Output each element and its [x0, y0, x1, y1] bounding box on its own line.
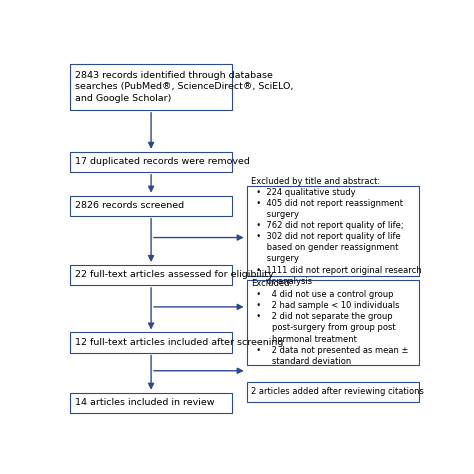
FancyBboxPatch shape: [70, 152, 232, 172]
Text: 17 duplicated records were removed: 17 duplicated records were removed: [75, 157, 250, 166]
Text: 2843 records identified through database
searches (PubMed®, ScienceDirect®, SciE: 2843 records identified through database…: [75, 72, 293, 102]
FancyBboxPatch shape: [70, 332, 232, 353]
FancyBboxPatch shape: [70, 392, 232, 413]
Text: Excluded by title and abstract:
  •  224 qualitative study
  •  405 did not repo: Excluded by title and abstract: • 224 qu…: [251, 177, 422, 286]
Text: 14 articles included in review: 14 articles included in review: [75, 398, 215, 407]
Text: 12 full-text articles included after screening: 12 full-text articles included after scr…: [75, 338, 283, 347]
Text: 2 articles added after reviewing citations: 2 articles added after reviewing citatio…: [251, 387, 424, 396]
Text: 22 full-text articles assessed for eligibility: 22 full-text articles assessed for eligi…: [75, 271, 273, 280]
FancyBboxPatch shape: [70, 64, 232, 110]
Text: Excluded:
  •    4 did not use a control group
  •    2 had sample < 10 individu: Excluded: • 4 did not use a control grou…: [251, 279, 409, 366]
FancyBboxPatch shape: [246, 280, 419, 365]
FancyBboxPatch shape: [246, 186, 419, 276]
Text: 2826 records screened: 2826 records screened: [75, 201, 184, 210]
FancyBboxPatch shape: [246, 382, 419, 402]
FancyBboxPatch shape: [70, 196, 232, 216]
FancyBboxPatch shape: [70, 265, 232, 285]
